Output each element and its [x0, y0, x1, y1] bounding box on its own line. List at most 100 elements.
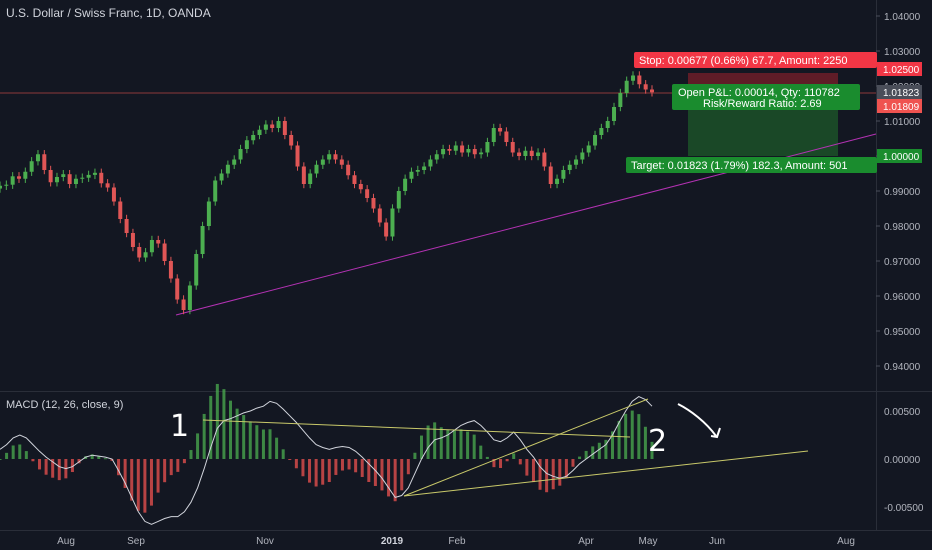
macd-histogram-bar [294, 459, 298, 469]
macd-tick-label: -0.00500 [884, 503, 924, 514]
time-tick-label: Feb [448, 536, 466, 547]
candle-body [92, 172, 97, 175]
candle-body [396, 191, 401, 209]
macd-histogram-bar [24, 451, 28, 459]
candle-body [263, 124, 268, 130]
candle-body [485, 142, 490, 153]
macd-histogram-bar [202, 413, 206, 459]
macd-axis[interactable]: -0.00500 0.00000 0.00500 [884, 407, 924, 514]
macd-histogram-bar [367, 459, 371, 482]
time-axis[interactable]: Aug Sep Nov 2019 Feb Apr May Jun Aug [57, 536, 855, 547]
macd-histogram-bar [387, 459, 391, 497]
macd-histogram-bar [327, 459, 331, 483]
macd-histogram-bar [604, 439, 608, 459]
macd-drawings[interactable] [202, 398, 809, 497]
candle-body [567, 164, 572, 170]
annotation-mark-2[interactable]: 2 [648, 424, 667, 459]
time-tick-label: Jun [709, 536, 725, 547]
macd-histogram-bar [248, 421, 252, 459]
macd-histogram-bar [77, 459, 81, 464]
candle-body [143, 252, 148, 258]
price-tick-label: 0.95000 [884, 327, 921, 338]
target-label[interactable]: Target: 0.01823 (1.79%) 182.3, Amount: 5… [626, 157, 877, 173]
candle-body [35, 154, 40, 162]
annotation-mark-1[interactable]: 1 [170, 409, 189, 444]
candle-body [631, 75, 636, 81]
candle-body [574, 159, 579, 165]
candle-body [548, 166, 553, 184]
time-tick-label: Aug [837, 536, 855, 547]
macd-histogram-bar [90, 454, 94, 459]
macd-histogram-bar [308, 459, 312, 483]
macd-histogram-bar [512, 453, 516, 459]
candle-body [339, 159, 344, 165]
macd-histogram-bar [466, 431, 470, 459]
macd-histogram-bar [650, 441, 654, 459]
candle-body [238, 149, 243, 160]
macd-histogram-bar [18, 444, 22, 459]
candle-body [352, 175, 357, 184]
macd-histogram-bar [235, 408, 239, 459]
macd-histogram-bar [479, 445, 483, 459]
candle-body [422, 166, 427, 170]
macd-histogram-bar [637, 414, 641, 459]
candle-body [67, 174, 72, 184]
macd-histogram-bar [413, 452, 417, 459]
macd-histogram-bar [571, 459, 575, 467]
candle-body [149, 240, 154, 253]
candle-body [181, 299, 186, 310]
stop-label[interactable]: Stop: 0.00677 (0.66%) 67.7, Amount: 2250 [634, 52, 877, 68]
macd-tick-label: 0.00500 [884, 407, 921, 418]
time-tick-label: May [639, 536, 658, 547]
candle-body [111, 187, 116, 202]
price-tick-label: 1.04000 [884, 12, 921, 23]
candle-body [99, 172, 104, 184]
candle-body [282, 121, 287, 135]
current-price-tag-text: 1.01823 [883, 88, 920, 99]
rr-label-text: Risk/Reward Ratio: 2.69 [703, 98, 822, 110]
macd-histogram-bar [472, 434, 476, 459]
arrow-down-right-icon[interactable] [677, 403, 721, 439]
macd-histogram-bar [347, 459, 351, 470]
macd-trendline-rising[interactable] [403, 398, 649, 497]
candle-body [599, 128, 604, 135]
price-tick-label: 1.01000 [884, 117, 921, 128]
macd-histogram-bar [70, 459, 74, 473]
macd-histogram-bar [630, 410, 634, 459]
candle-body [643, 84, 648, 90]
candle-body [23, 171, 28, 179]
candle-body [80, 177, 85, 179]
macd-histogram-bar [400, 459, 404, 491]
macd-trendline-bottom[interactable] [403, 450, 809, 497]
candle-body [213, 180, 218, 202]
candle-body [460, 145, 465, 153]
candle-body [650, 89, 654, 93]
macd-histogram-bar [643, 426, 647, 459]
price-tick-label: 1.03000 [884, 47, 921, 58]
macd-histogram-bar [0, 459, 2, 460]
price-tick-label: 0.94000 [884, 362, 921, 373]
pnl-label[interactable]: Open P&L: 0.00014, Qty: 110782 Risk/Rewa… [672, 84, 860, 110]
candle-body [16, 176, 21, 179]
candlestick-series [0, 71, 654, 315]
macd-histogram [0, 383, 654, 513]
candle-body [434, 154, 439, 160]
candle-body [187, 285, 192, 310]
macd-histogram-bar [340, 459, 344, 471]
candle-body [206, 201, 211, 226]
macd-histogram-bar [545, 459, 549, 493]
macd-histogram-bar [143, 459, 147, 513]
candle-body [289, 135, 294, 146]
candle-body [194, 254, 199, 286]
candle-body [498, 128, 503, 132]
macd-histogram-bar [38, 459, 42, 470]
candle-body [346, 164, 351, 176]
candle-body [251, 135, 256, 141]
macd-histogram-bar [222, 389, 226, 459]
candle-body [504, 131, 509, 142]
macd-histogram-bar [31, 459, 35, 462]
macd-histogram-bar [288, 459, 292, 460]
candle-body [529, 150, 534, 156]
candle-body [384, 222, 389, 237]
